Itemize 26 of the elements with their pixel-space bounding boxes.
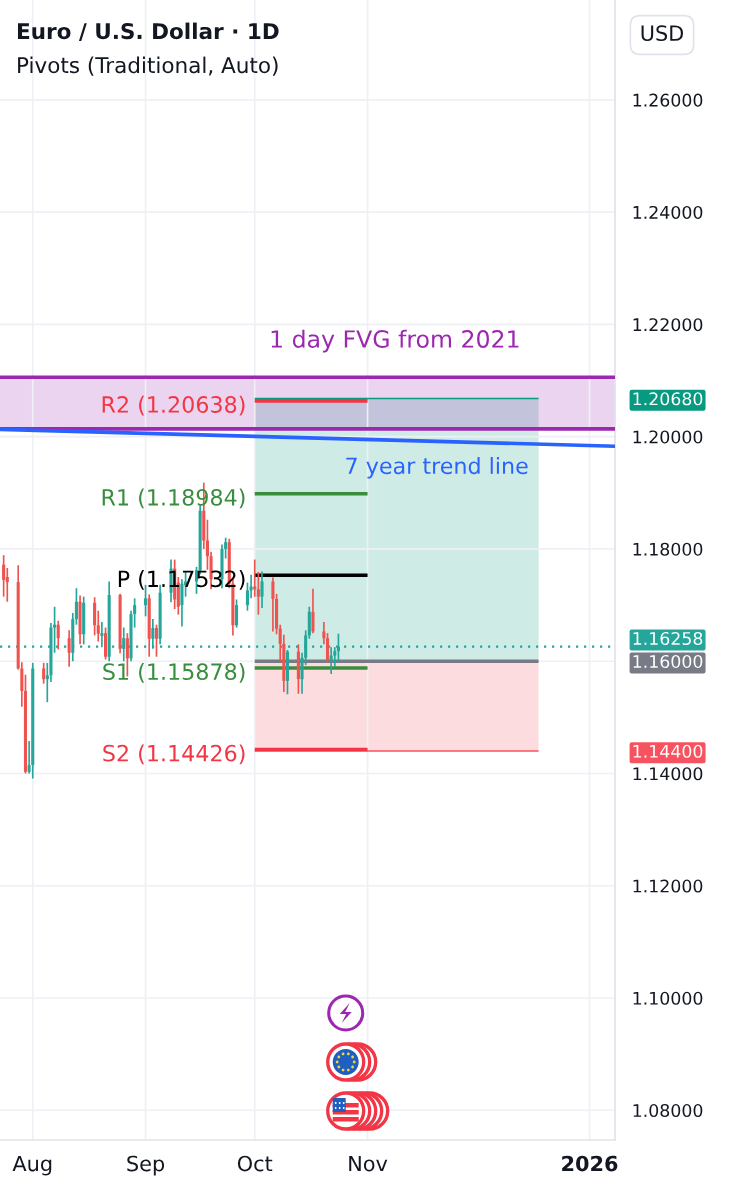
y-tick-label: 1.20000 (633, 430, 703, 444)
y-tick-label: 1.22000 (633, 318, 703, 332)
series-label: R2 (1.20638) (102, 395, 245, 416)
y-tick-label: 1.18000 (633, 542, 703, 556)
text: Pivots (Traditional, Auto) (18, 56, 278, 76)
y-tick-label: 1.14400 (633, 744, 703, 758)
y-tick-label: 1.24000 (633, 205, 703, 220)
y-tick-label: 1.10000 (633, 991, 703, 1005)
y-tick-label: 1.14000 (633, 767, 703, 781)
x-tick-label: Nov (349, 1155, 388, 1172)
series-label: S1 (1.15878) (103, 662, 245, 683)
band-label: 1 day FVG from 2021 (271, 329, 519, 353)
x-tick-label: Oct (237, 1155, 273, 1172)
y-tick-label: 1.26000 (633, 93, 703, 107)
x-tick-label: Sep (127, 1155, 165, 1176)
series-label: S2 (1.14426) (103, 744, 245, 765)
x-tick-label: 2026 (562, 1155, 618, 1172)
text: Euro / U.S. Dollar · 1D (17, 22, 279, 41)
text: USD (641, 25, 684, 42)
ref-line-label: 1.16258 (633, 631, 703, 646)
y-tick-label: 1.20680 (633, 392, 703, 406)
y-tick-label: 1.16000 (633, 654, 703, 669)
x-tick-label: Aug (12, 1155, 52, 1176)
series-label: 7 year trend line (346, 456, 528, 479)
y-tick-label: 1.08000 (633, 1103, 703, 1118)
y-tick-label: 1.12000 (633, 879, 703, 893)
